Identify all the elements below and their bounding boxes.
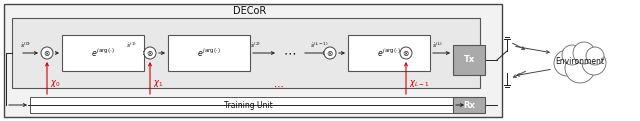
Text: $\dot{s}^{(L-1)}$: $\dot{s}^{(L-1)}$: [310, 41, 329, 50]
Text: Environment: Environment: [556, 57, 605, 65]
Text: $\cdots$: $\cdots$: [284, 46, 296, 60]
Text: $\cdots$: $\cdots$: [273, 81, 284, 91]
Text: Training Unit: Training Unit: [223, 101, 273, 110]
Text: Rx: Rx: [463, 101, 475, 110]
Circle shape: [586, 47, 604, 65]
Bar: [348, 35, 430, 71]
Text: $e^{j\,\mathrm{arg}(\cdot)}$: $e^{j\,\mathrm{arg}(\cdot)}$: [91, 47, 115, 59]
Bar: [30, 97, 467, 113]
Text: $\otimes$: $\otimes$: [402, 49, 410, 58]
Text: $\dot{s}^{(2)}$: $\dot{s}^{(2)}$: [250, 41, 261, 50]
Circle shape: [582, 51, 606, 75]
Circle shape: [573, 42, 595, 64]
Text: $\dot{s}^{(1)}$: $\dot{s}^{(1)}$: [126, 41, 137, 50]
Circle shape: [41, 47, 53, 59]
Text: $\chi_0$: $\chi_0$: [50, 78, 61, 89]
Circle shape: [554, 50, 580, 76]
Circle shape: [400, 47, 412, 59]
Circle shape: [562, 45, 582, 65]
Bar: [12, 18, 480, 88]
Bar: [62, 35, 144, 71]
Text: $\otimes$: $\otimes$: [43, 49, 51, 58]
Circle shape: [565, 53, 595, 83]
Bar: [453, 45, 485, 75]
Text: $e^{j\,\mathrm{arg}(\cdot)}$: $e^{j\,\mathrm{arg}(\cdot)}$: [377, 47, 401, 59]
Text: $\otimes$: $\otimes$: [326, 49, 334, 58]
Bar: [453, 97, 485, 113]
Circle shape: [324, 47, 336, 59]
Text: DECoR: DECoR: [234, 6, 267, 16]
Text: $\dot{s}^{(0)}$: $\dot{s}^{(0)}$: [20, 41, 31, 50]
Text: $\chi_1$: $\chi_1$: [153, 78, 163, 89]
Bar: [168, 35, 250, 71]
Text: $\dot{s}^{(L)}$: $\dot{s}^{(L)}$: [432, 41, 443, 50]
Polygon shape: [555, 46, 605, 71]
Text: $\otimes$: $\otimes$: [146, 49, 154, 58]
Circle shape: [144, 47, 156, 59]
Text: Tx: Tx: [463, 56, 475, 64]
Text: $\chi_{L-1}$: $\chi_{L-1}$: [409, 78, 430, 89]
Bar: [4, 4, 502, 117]
Text: $e^{j\,\mathrm{arg}(\cdot)}$: $e^{j\,\mathrm{arg}(\cdot)}$: [197, 47, 221, 59]
